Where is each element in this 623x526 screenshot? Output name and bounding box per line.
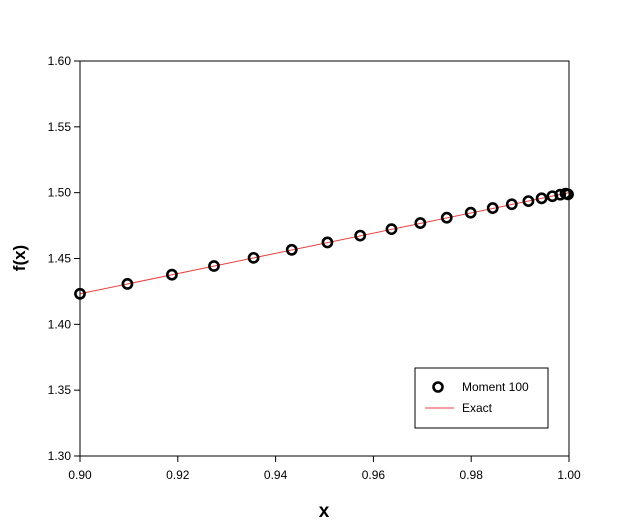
y-tick-label: 1.35	[48, 383, 72, 397]
legend: Moment 100 Exact	[414, 367, 549, 429]
y-tick-label: 1.30	[48, 449, 72, 463]
y-tick-label: 1.60	[48, 54, 72, 68]
data-point	[166, 268, 178, 281]
legend-label-exact: Exact	[462, 401, 493, 415]
y-tick-label: 1.50	[48, 186, 72, 200]
data-point	[535, 192, 548, 205]
y-axis-ticks: 1.30 1.35 1.40 1.45 1.50 1.55 1.60	[48, 54, 80, 463]
data-point	[385, 223, 398, 236]
data-point	[522, 195, 535, 207]
data-point	[247, 251, 260, 264]
data-point	[414, 217, 427, 229]
x-axis-title: x	[319, 501, 330, 522]
data-point	[505, 198, 518, 211]
y-axis-title: f(x)	[10, 245, 29, 271]
x-tick-label: 0.94	[264, 468, 288, 482]
data-point	[321, 236, 334, 249]
data-point	[354, 229, 367, 242]
data-point	[440, 211, 453, 224]
x-tick-label: 0.92	[166, 468, 190, 482]
y-tick-label: 1.40	[48, 317, 72, 331]
data-point	[285, 243, 298, 256]
data-point	[208, 260, 220, 272]
data-point	[121, 278, 134, 290]
legend-box	[414, 367, 549, 429]
legend-marker-moment-100	[432, 381, 444, 393]
y-tick-label: 1.45	[48, 252, 72, 266]
x-tick-label: 0.98	[460, 468, 484, 482]
x-axis-ticks: 0.90 0.92 0.94 0.96 0.98 1.00	[68, 456, 581, 482]
series-moment-100	[74, 187, 574, 300]
legend-label-moment-100: Moment 100	[462, 380, 529, 394]
x-tick-label: 0.90	[68, 468, 92, 482]
plot-area-frame	[79, 60, 570, 457]
exact-line	[79, 192, 570, 295]
y-tick-label: 1.55	[48, 120, 72, 134]
series-exact	[79, 192, 570, 295]
x-tick-label: 1.00	[557, 468, 581, 482]
data-point	[562, 188, 574, 201]
data-point	[554, 188, 567, 201]
x-tick-label: 0.96	[362, 468, 386, 482]
data-point	[464, 206, 477, 219]
data-point	[486, 202, 499, 214]
